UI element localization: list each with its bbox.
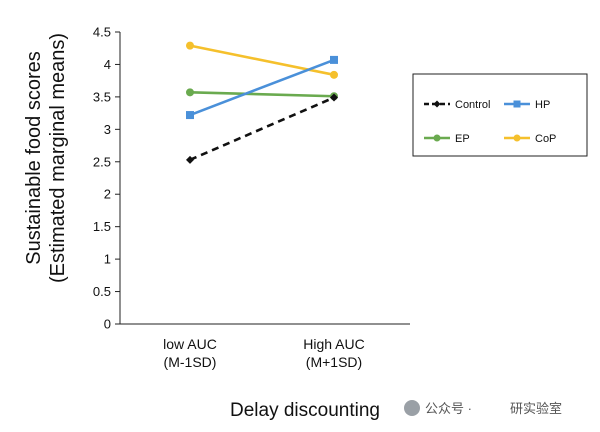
- legend-marker-ep: [433, 134, 441, 142]
- x-categories: low AUC (M-1SD) High AUC (M+1SD): [163, 336, 365, 370]
- y-tick-label: 4.5: [93, 25, 111, 40]
- legend-marker-cop: [513, 134, 521, 142]
- legend-box: [412, 73, 588, 157]
- legend-label-ep: EP: [455, 133, 470, 145]
- y-tick-label: 0.5: [93, 284, 111, 299]
- y-tick-label: 0: [104, 317, 111, 332]
- legend-label-hp: HP: [535, 99, 550, 111]
- y-ticks: 0 0.5 1 1.5 2 2.5 3 3.5 4 4.5: [93, 25, 120, 332]
- series-line-cop: [189, 44, 335, 77]
- series-line-hp: [189, 58, 335, 117]
- y-tick-label: 1.5: [93, 219, 111, 234]
- y-tick-label: 3.5: [93, 89, 111, 104]
- x-category-label: High AUC: [303, 336, 364, 352]
- legend-marker-hp: [513, 100, 521, 108]
- y-tick-label: 4: [104, 57, 111, 72]
- watermark-right-text: 研实验室: [510, 401, 562, 416]
- x-axis-label: Delay discounting: [230, 400, 380, 421]
- legend-marker-control: [433, 100, 441, 108]
- x-category-label: (M+1SD): [306, 354, 362, 370]
- x-category-label: (M-1SD): [164, 354, 217, 370]
- legend-label-cop: CoP: [535, 133, 556, 145]
- series-point-ep: [186, 88, 194, 97]
- series-point-cop: [186, 41, 194, 50]
- y-tick-label: 2: [104, 187, 111, 202]
- y-axis-label-line-1: Sustainable food scores: [23, 51, 45, 264]
- series-line-control: [189, 96, 335, 162]
- y-axis-label-line-2: (Estimated marginal means): [47, 33, 69, 283]
- series-line-ep: [189, 91, 335, 98]
- series-point-cop: [330, 70, 338, 79]
- series-point-hp: [186, 111, 194, 120]
- wechat-icon: [404, 400, 420, 416]
- y-tick-label: 3: [104, 122, 111, 137]
- series-point-hp: [330, 55, 338, 64]
- series-point-control: [186, 155, 194, 164]
- legend: Control HP EP CoP: [424, 99, 556, 145]
- y-tick-label: 1: [104, 252, 111, 267]
- x-category-label: low AUC: [163, 336, 217, 352]
- series-point-control: [330, 93, 338, 102]
- y-tick-label: 2.5: [93, 154, 111, 169]
- series-group: [186, 41, 338, 164]
- watermark-left-text: 公众号 ·: [425, 401, 472, 416]
- legend-label-control: Control: [455, 99, 490, 111]
- watermark: 公众号 · 研实验室: [404, 400, 562, 416]
